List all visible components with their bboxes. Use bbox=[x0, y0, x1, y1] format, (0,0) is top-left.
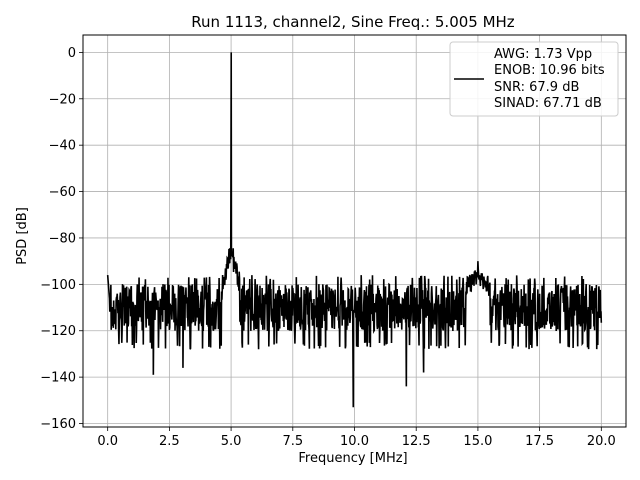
legend-entry-snr: SNR: 67.9 dB bbox=[494, 80, 579, 95]
legend-entry-awg: AWG: 1.73 Vpp bbox=[494, 47, 592, 62]
y-tick-label: −100 bbox=[40, 278, 76, 293]
x-tick-label: 15.0 bbox=[463, 434, 492, 449]
y-tick-label: −140 bbox=[40, 371, 76, 386]
y-tick-label: −40 bbox=[49, 139, 76, 154]
x-tick-label: 10.0 bbox=[340, 434, 369, 449]
x-tick-label: 0.0 bbox=[97, 434, 118, 449]
y-tick-label: −60 bbox=[49, 185, 76, 200]
x-tick-label: 17.5 bbox=[525, 434, 554, 449]
x-axis-ticks: 0.0 2.5 5.0 7.5 10.0 12.5 15.0 17.5 20.0 bbox=[97, 427, 616, 449]
legend-entry-enob: ENOB: 10.96 bits bbox=[494, 63, 605, 78]
x-axis-label: Frequency [MHz] bbox=[298, 451, 407, 466]
legend: AWG: 1.73 Vpp ENOB: 10.96 bits SNR: 67.9… bbox=[449, 41, 619, 117]
x-tick-label: 7.5 bbox=[282, 434, 303, 449]
y-tick-label: −80 bbox=[49, 231, 76, 246]
y-axis-label: PSD [dB] bbox=[15, 207, 30, 265]
y-axis-ticks: 0 −20 −40 −60 −80 −100 −120 −140 −160 bbox=[40, 46, 83, 432]
psd-trace bbox=[106, 52, 603, 408]
y-tick-label: 0 bbox=[68, 46, 76, 61]
x-tick-label: 5.0 bbox=[221, 434, 242, 449]
x-tick-label: 12.5 bbox=[402, 434, 431, 449]
legend-box bbox=[449, 41, 619, 117]
plot-area bbox=[106, 52, 603, 408]
x-tick-label: 20.0 bbox=[587, 434, 616, 449]
legend-entry-sinad: SINAD: 67.71 dB bbox=[494, 96, 602, 111]
y-tick-label: −20 bbox=[49, 92, 76, 107]
chart-title: Run 1113, channel2, Sine Freq.: 5.005 MH… bbox=[191, 13, 515, 31]
y-tick-label: −120 bbox=[40, 324, 76, 339]
x-tick-label: 2.5 bbox=[159, 434, 180, 449]
y-tick-label: −160 bbox=[40, 417, 76, 432]
